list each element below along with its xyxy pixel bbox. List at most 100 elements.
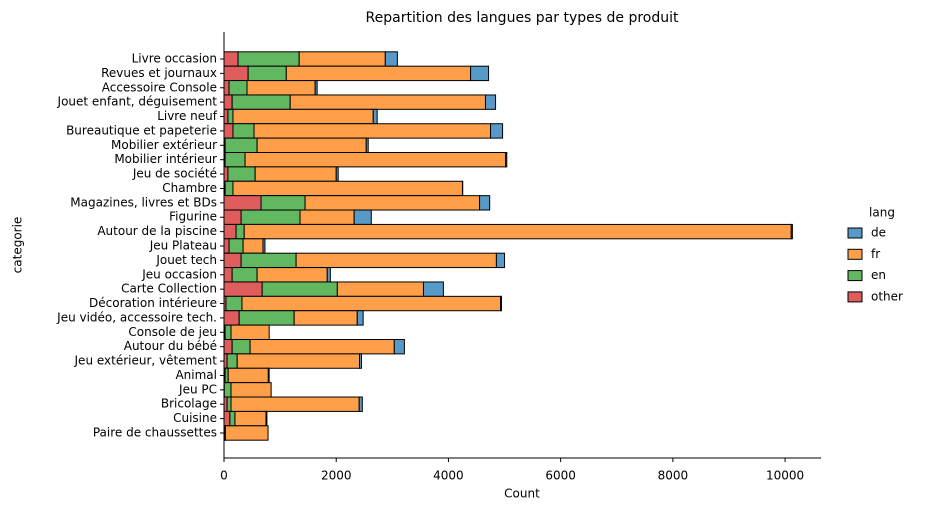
bar-segment — [299, 209, 355, 225]
bar-segment — [256, 267, 328, 283]
bar-segment — [223, 310, 240, 326]
y-tick-label: Autour de la piscine — [97, 224, 217, 238]
legend-label: fr — [871, 247, 880, 261]
bar-segment — [223, 209, 242, 225]
bar-segment — [490, 123, 504, 139]
y-tick-label: Livre occasion — [132, 52, 217, 66]
y-tick-label: Autour du bébé — [124, 339, 217, 353]
x-tick-label: 6000 — [545, 469, 576, 483]
bar-segment — [326, 267, 331, 283]
bar-segment — [304, 195, 481, 211]
bar-segment — [393, 339, 405, 355]
legend-swatch — [847, 270, 863, 282]
bar-segment — [223, 252, 242, 269]
bar-segment — [229, 410, 236, 427]
y-tick-label: Figurine — [169, 210, 217, 224]
bar-segment — [232, 180, 463, 197]
bar-segment — [224, 137, 258, 154]
bar-segment — [335, 166, 339, 182]
bar-segment — [223, 108, 229, 125]
bar-segment — [224, 425, 269, 441]
y-tick-label: Jouet tech — [155, 253, 217, 267]
bar-segment — [237, 51, 300, 67]
bar-segment — [223, 65, 249, 82]
x-tick-label: 8000 — [658, 469, 689, 483]
legend-swatch — [847, 291, 863, 303]
y-tick-label: Magazines, livres et BDs — [70, 195, 217, 209]
bar-segment — [234, 410, 267, 427]
bar-segment — [230, 324, 270, 341]
bar-segment — [295, 252, 497, 269]
bar-segment — [226, 396, 232, 412]
bar-segment — [238, 310, 295, 326]
y-axis-label: categorie — [11, 217, 25, 274]
bar-segment — [223, 281, 263, 297]
bar-segment — [240, 209, 301, 225]
y-tick-label: Livre neuf — [157, 109, 218, 123]
bar-segment — [242, 238, 264, 254]
bar-segment — [246, 80, 316, 96]
x-tick-label: 10000 — [766, 469, 804, 483]
bar-segment — [241, 295, 502, 312]
y-tick-label: Revues et journaux — [101, 66, 217, 80]
legend-swatch — [847, 227, 863, 239]
bar-segment — [224, 324, 232, 341]
bar-segment — [244, 152, 507, 168]
bar-segment — [384, 51, 398, 67]
chart-title: Repartition des langues par types de pro… — [366, 10, 679, 26]
bar-segment — [223, 166, 229, 182]
bar-segment — [293, 310, 358, 326]
bar-segment — [336, 281, 424, 297]
bar-segment — [265, 410, 268, 427]
bar-segment — [262, 238, 266, 254]
bar-segment — [223, 80, 230, 96]
x-axis-label: Count — [504, 487, 540, 501]
bar-segment — [230, 396, 360, 412]
bar-segment — [243, 223, 792, 240]
y-tick-label: Bricolage — [161, 397, 217, 411]
bar-segment — [224, 180, 234, 197]
bar-segment — [285, 65, 472, 82]
y-tick-label: Paire de chaussettes — [93, 426, 217, 440]
y-tick-label: Jouet enfant, déguisement — [57, 95, 218, 109]
bar-segment — [249, 339, 395, 355]
bar-segment — [470, 65, 490, 82]
bar-segment — [358, 396, 363, 412]
y-tick-label: Chambre — [162, 181, 217, 195]
bar-segment — [227, 108, 234, 125]
legend-label: other — [871, 289, 903, 303]
bar-segment — [790, 223, 793, 240]
legend-title: lang — [869, 206, 895, 220]
bar-segment — [226, 353, 238, 369]
y-tick-label: Jeu vidéo, accessoire tech. — [56, 310, 217, 324]
bar-segment — [223, 238, 230, 254]
bar-segment — [232, 123, 255, 139]
y-tick-label: Jeu PC — [178, 382, 217, 396]
bar-segment — [228, 238, 244, 254]
bar-segment — [298, 51, 386, 67]
bar-segment — [223, 339, 233, 355]
bar-segment — [223, 51, 239, 67]
x-tick-label: 2000 — [321, 469, 352, 483]
bar-segment — [253, 123, 492, 139]
bar-segment — [247, 65, 287, 82]
y-tick-label: Carte Collection — [121, 282, 217, 296]
bar-segment — [254, 166, 337, 182]
y-tick-label: Décoration intérieure — [89, 296, 217, 310]
y-tick-label: Console de jeu — [128, 325, 217, 339]
bar-segment — [223, 267, 233, 283]
legend-label: de — [871, 226, 886, 240]
bar-segment — [223, 382, 232, 398]
bar-segment — [289, 94, 486, 110]
bar-segment — [236, 353, 361, 369]
bar-segment — [372, 108, 378, 125]
bar-segment — [505, 152, 508, 168]
bar-segment — [230, 382, 272, 398]
bar-segment — [256, 137, 367, 154]
bar-segment — [365, 137, 369, 154]
bar-segment — [228, 80, 248, 96]
bar-segment — [267, 367, 270, 384]
legend-label: en — [871, 268, 886, 282]
bar-segment — [356, 310, 364, 326]
bar-segment — [314, 80, 318, 96]
